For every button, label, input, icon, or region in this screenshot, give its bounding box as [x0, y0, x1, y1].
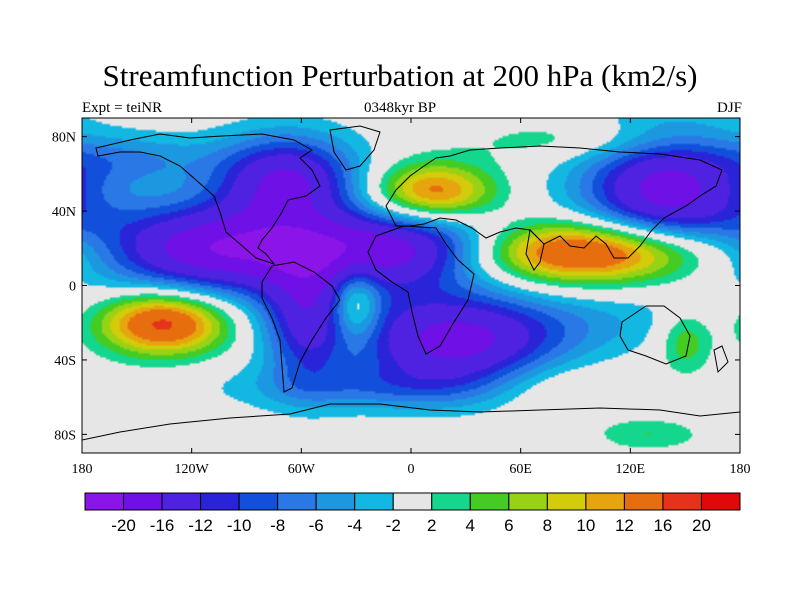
colorbar-label: -8 [270, 516, 285, 535]
lat-tick-label: 0 [69, 280, 76, 295]
lon-tick-label: 180 [72, 462, 93, 477]
colorbar: -20 -16 -12 -10 -8 -6 -4 -2 2 4 6 8 10 12 16 20 [84, 492, 741, 535]
colorbar-label: 2 [427, 516, 436, 535]
antarctica-coast [82, 403, 740, 441]
colorbar-swatch [546, 492, 587, 511]
colorbar-swatch [700, 492, 741, 511]
africa-coast [367, 225, 475, 355]
colorbar-swatch [315, 492, 356, 511]
colorbar-label: -2 [386, 516, 401, 535]
colorbar-label: 8 [543, 516, 552, 535]
colorbar-label: -12 [188, 516, 213, 535]
colorbar-label: 10 [576, 516, 595, 535]
south-america-coast [261, 261, 341, 393]
new-zealand-coast [713, 345, 729, 374]
lon-tick-label: 180 [730, 462, 751, 477]
colorbar-label: -20 [111, 516, 136, 535]
lat-tick-label: 80N [52, 131, 76, 146]
colorbar-label: -10 [227, 516, 252, 535]
season-label: DJF [716, 100, 742, 116]
lat-tick-label: 80S [54, 428, 76, 443]
colorbar-label: -16 [150, 516, 175, 535]
colorbar-swatch [238, 492, 279, 511]
colorbar-swatch [392, 492, 433, 511]
india-coast [525, 228, 545, 271]
colorbar-swatch [662, 492, 702, 511]
lon-tick-label: 60E [509, 462, 532, 477]
north-america-coast [95, 133, 321, 266]
lon-tick-label: 120W [175, 462, 210, 477]
map-panel [81, 117, 741, 454]
lon-tick-label: 0 [408, 462, 415, 477]
colorbar-swatch [623, 492, 664, 511]
map-title: Streamfunction Perturbation at 200 hPa (… [102, 58, 698, 93]
eurasia-coast [385, 145, 723, 259]
colorbar-swatch [354, 492, 394, 511]
colorbar-label: 12 [615, 516, 634, 535]
colorbar-label: 6 [504, 516, 513, 535]
coastlines [82, 125, 740, 441]
lat-tick-label: 40N [52, 205, 76, 220]
colorbar-label: -4 [347, 516, 362, 535]
colorbar-swatch [431, 492, 471, 511]
colorbar-swatch [161, 492, 202, 511]
colorbar-label: 20 [692, 516, 711, 535]
colorbar-swatch [84, 492, 125, 511]
colorbar-label: 16 [653, 516, 672, 535]
australia-coast [619, 305, 691, 365]
map-axes: 180 120W 60W 0 60E 120E 180 80N 40N 0 40S 80S [52, 118, 751, 477]
lon-tick-label: 120E [616, 462, 646, 477]
colorbar-swatch [508, 492, 548, 511]
colorbar-swatch [200, 492, 240, 511]
colorbar-label: 4 [466, 516, 475, 535]
lat-tick-label: 40S [54, 354, 76, 369]
colorbar-swatch [277, 492, 317, 511]
streamfunction-field [82, 118, 740, 453]
greenland-coast [329, 125, 381, 171]
colorbar-swatch [123, 492, 163, 511]
colorbar-swatch [585, 492, 625, 511]
colorbar-label: -6 [309, 516, 324, 535]
lon-tick-label: 60W [288, 462, 316, 477]
time-label: 0348kyr BP [363, 100, 437, 116]
experiment-label: Expt = teiNR [82, 100, 163, 116]
colorbar-swatch [469, 492, 510, 511]
